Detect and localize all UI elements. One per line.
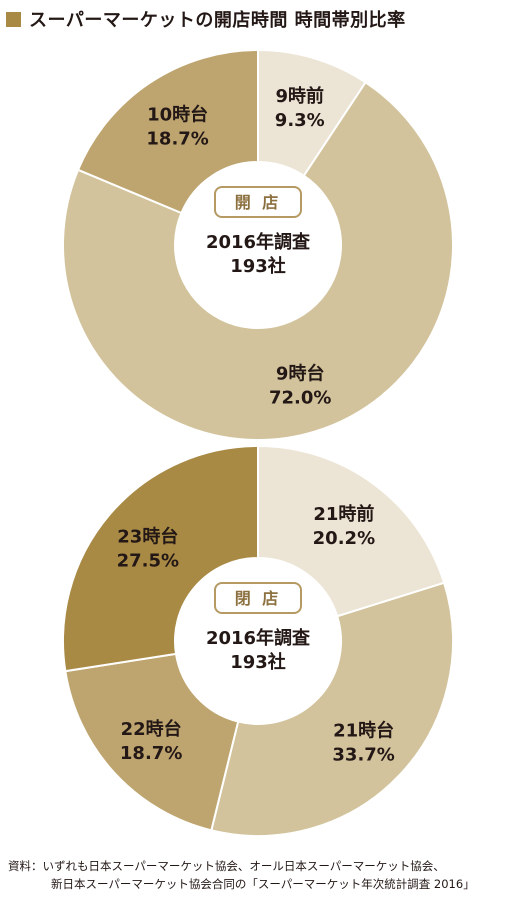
slice-value-label: 72.0% [269, 388, 331, 409]
slice-value-label: 20.2% [313, 528, 375, 549]
source-note: 資料：いずれも日本スーパーマーケット協会、オール日本スーパーマーケット協会、 新… [8, 857, 475, 893]
slice-category-label: 9時台 [276, 363, 325, 385]
center-company-count: 193社 [230, 255, 286, 277]
center-badge-label: 閉 店 [235, 589, 282, 608]
center-survey-label: 2016年調査 [206, 231, 310, 253]
pie-slice [62, 80, 454, 440]
center-badge [214, 582, 302, 614]
center-survey-label: 2016年調査 [206, 627, 310, 649]
slice-category-label: 21時前 [313, 503, 374, 525]
slice-value-label: 18.7% [120, 743, 182, 764]
pie-slice [210, 581, 454, 837]
chart-title: スーパーマーケットの開店時間 時間帯別比率 [29, 10, 406, 31]
pie-slice [62, 445, 259, 673]
center-company-count: 193社 [230, 651, 286, 673]
slice-value-label: 9.3% [275, 110, 325, 131]
center-badge-label: 開 店 [235, 193, 282, 212]
closing-time-donut-chart: 21時前 20.2% 21時台 33.7% 22時台 18.7% 23時台 27.5% 閉 店 2… [62, 445, 454, 837]
slice-category-label: 22時台 [121, 718, 182, 740]
chart-title-bar: スーパーマーケットの開店時間 時間帯別比率 [6, 6, 406, 32]
slice-category-label: 21時台 [333, 719, 394, 741]
slice-value-label: 18.7% [146, 128, 208, 149]
slice-category-label: 10時台 [147, 103, 208, 125]
pie-slice [64, 652, 240, 832]
slice-category-label: 23時台 [117, 526, 178, 548]
slice-category-label: 9時前 [275, 85, 324, 107]
source-line-2: 新日本スーパーマーケット協会合同の「スーパーマーケット年次統計調査 2016」 [51, 877, 475, 891]
source-line-1: 資料：いずれも日本スーパーマーケット協会、オール日本スーパーマーケット協会、 [8, 859, 445, 873]
title-square-icon [6, 11, 21, 27]
pie-slice [257, 445, 446, 618]
slice-value-label: 27.5% [117, 551, 179, 572]
pie-slice [76, 48, 259, 215]
slice-value-label: 33.7% [332, 744, 394, 765]
center-badge [214, 186, 302, 218]
